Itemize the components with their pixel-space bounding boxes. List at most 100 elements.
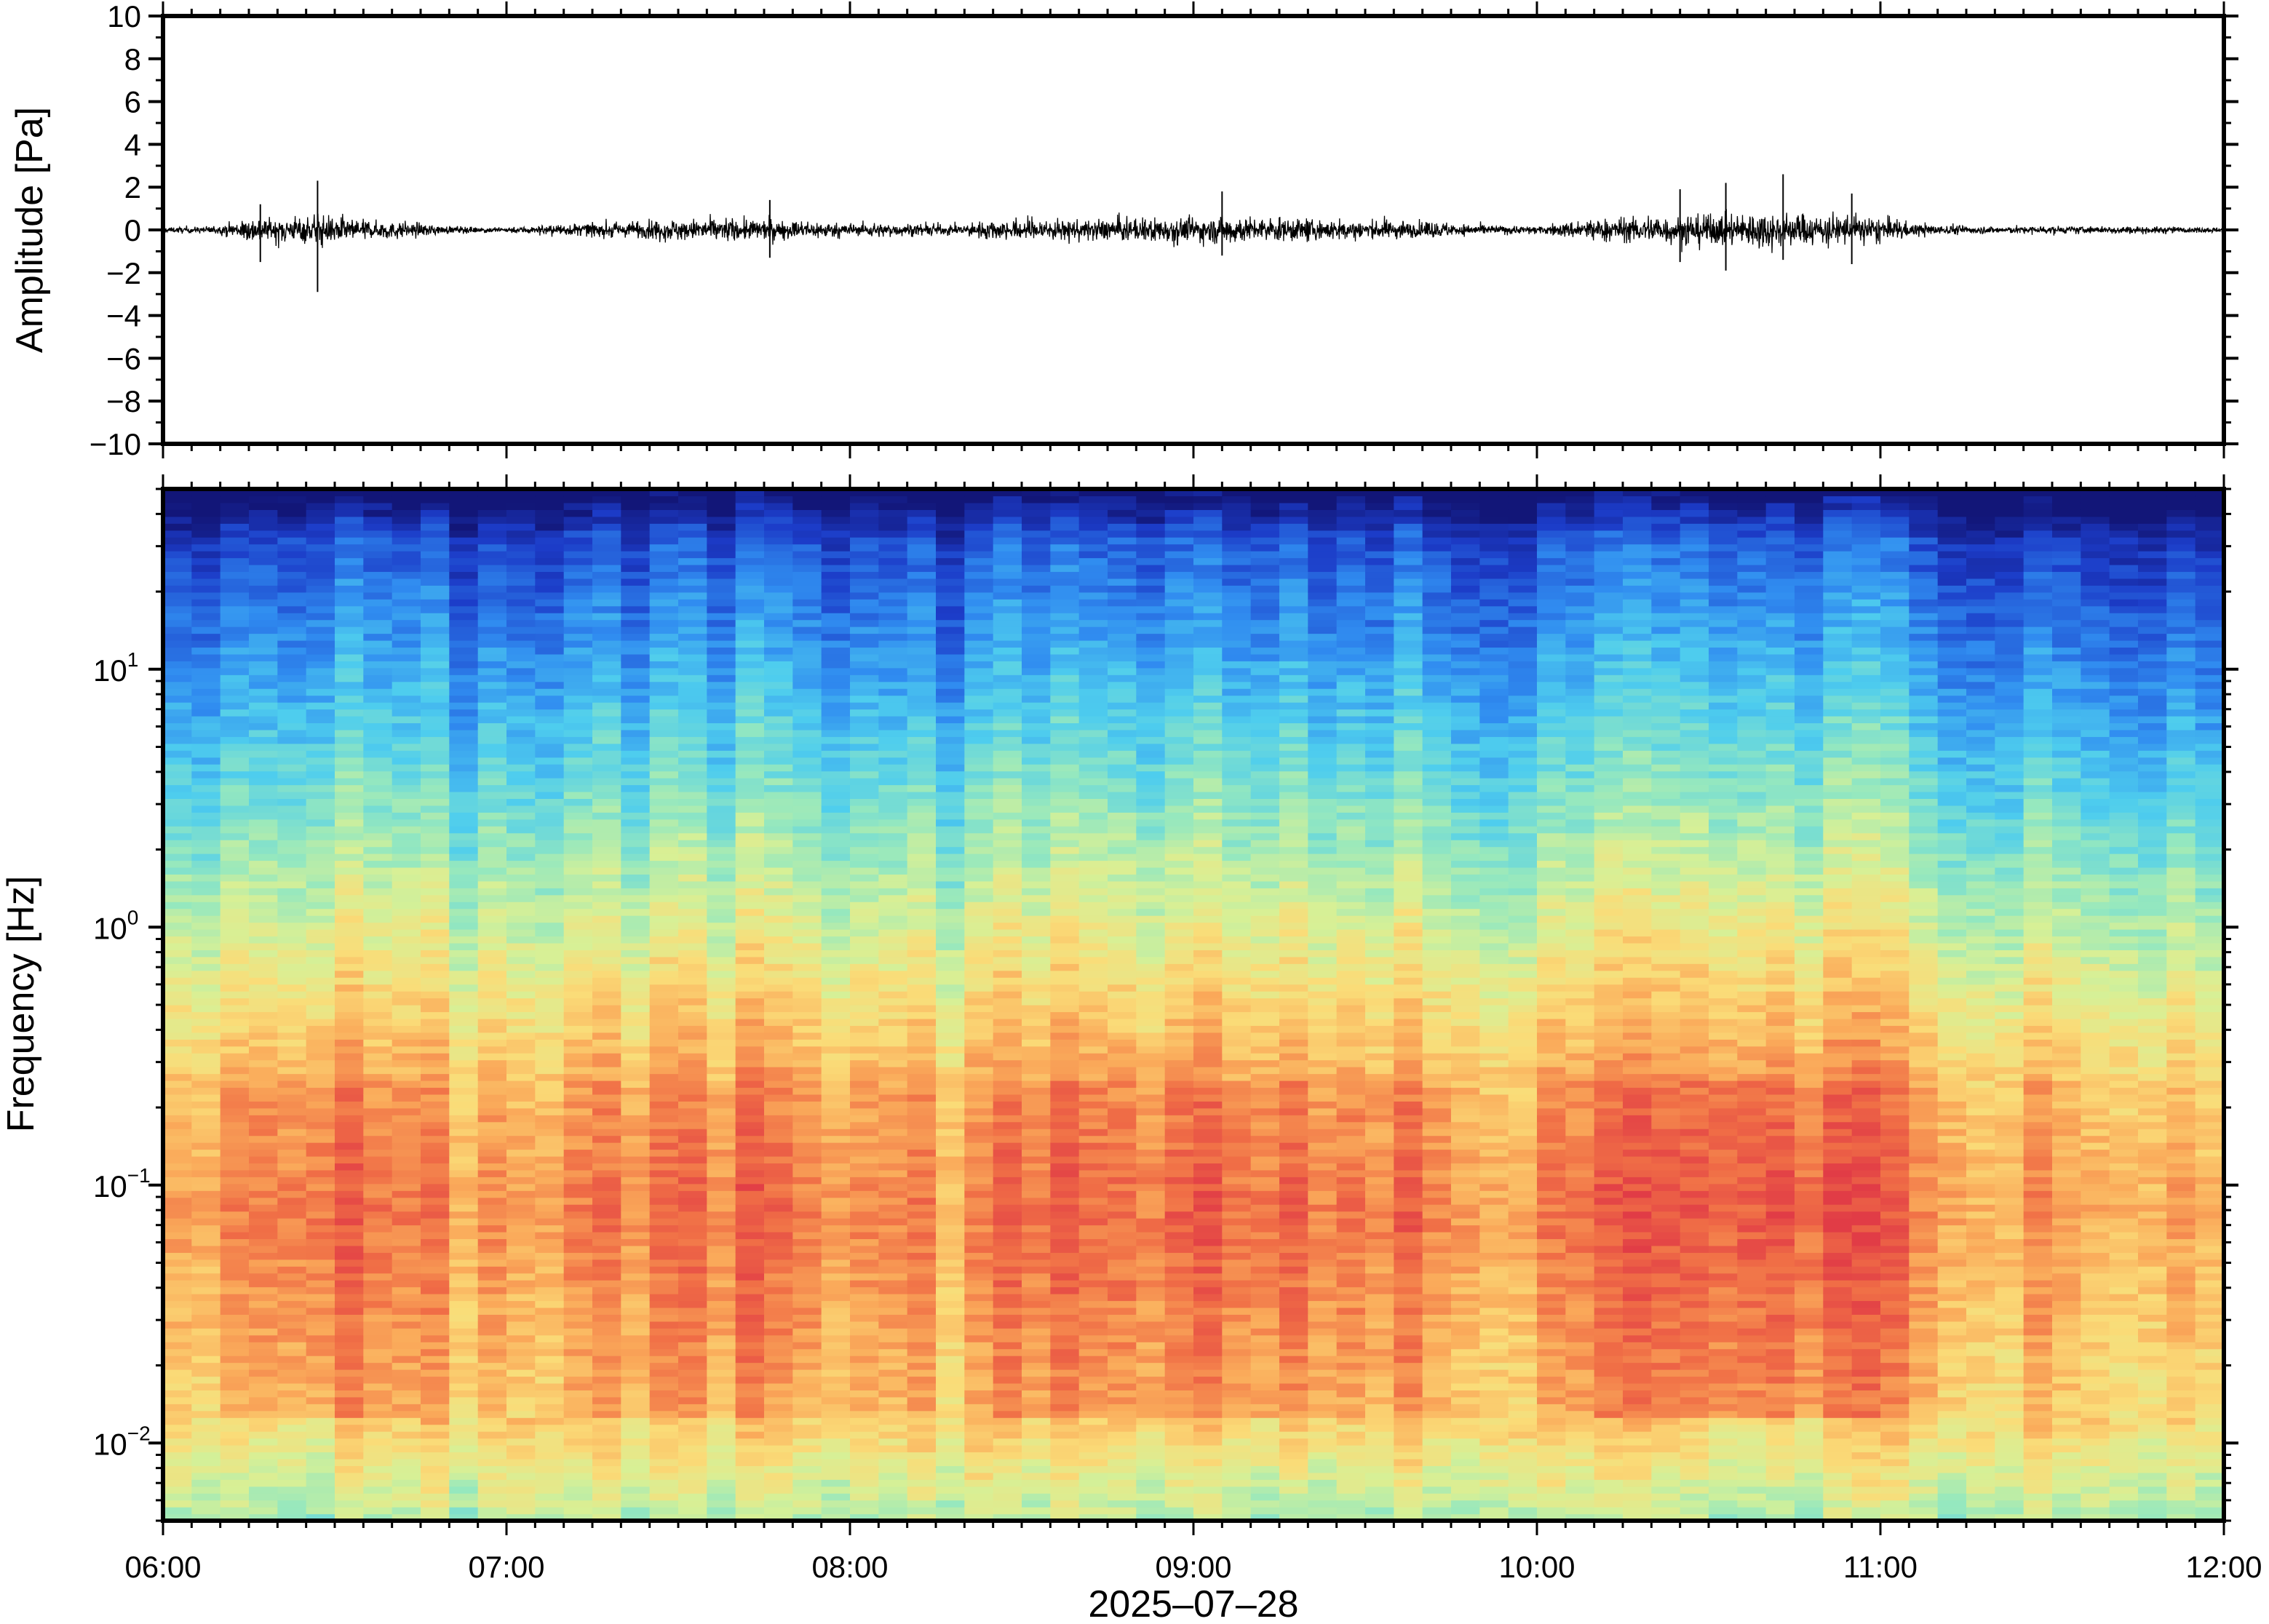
spectrogram-cell bbox=[249, 661, 278, 669]
spectrogram-cell bbox=[936, 667, 965, 675]
spectrogram-cell bbox=[850, 1197, 879, 1205]
spectrogram-cell bbox=[535, 1300, 565, 1308]
spectrogram-cell bbox=[821, 840, 851, 848]
spectrogram-cell bbox=[649, 991, 679, 999]
spectrogram-cell bbox=[878, 495, 908, 503]
spectrogram-cell bbox=[220, 1053, 250, 1061]
spectrogram-cell bbox=[220, 537, 250, 545]
spectrogram-cell bbox=[964, 1204, 994, 1212]
spectrogram-cell bbox=[993, 523, 1022, 531]
spectrogram-cell bbox=[392, 551, 421, 559]
spectrogram-cell bbox=[1050, 1273, 1080, 1281]
spectrogram-cell bbox=[477, 1121, 507, 1129]
spectrogram-cell bbox=[850, 998, 879, 1006]
spectrogram-cell bbox=[964, 936, 994, 944]
spectrogram-cell bbox=[707, 1348, 736, 1356]
spectrogram-cell bbox=[993, 819, 1022, 827]
spectrogram-cell bbox=[878, 1197, 908, 1205]
spectrogram-cell bbox=[764, 812, 793, 820]
spectrogram-cell bbox=[792, 1169, 822, 1177]
spectrogram-cell bbox=[993, 1273, 1022, 1281]
spectrogram-cell bbox=[363, 1135, 393, 1143]
spectrogram-cell bbox=[592, 1094, 621, 1102]
spectrogram-cell bbox=[363, 1382, 393, 1390]
spectrogram-cell bbox=[964, 1018, 994, 1026]
spectrogram-cell bbox=[277, 537, 307, 545]
spectrogram-cell bbox=[449, 977, 479, 985]
spectrogram-cell bbox=[163, 1231, 192, 1240]
spectrogram-cell bbox=[907, 1005, 937, 1013]
spectrogram-cell bbox=[592, 1067, 621, 1075]
spectrogram-cell bbox=[421, 1252, 450, 1260]
spectrogram-cell bbox=[735, 619, 765, 627]
spectrogram-cell bbox=[735, 778, 765, 786]
spectrogram-cell bbox=[649, 1252, 679, 1260]
spectrogram-cell bbox=[707, 640, 736, 648]
spectrogram-cell bbox=[191, 619, 221, 627]
spectrogram-cell bbox=[277, 633, 307, 641]
spectrogram-cell bbox=[735, 1321, 765, 1329]
spectrogram-cell bbox=[878, 1382, 908, 1390]
spectrogram-cell bbox=[649, 1005, 679, 1013]
spectrogram-cell bbox=[191, 613, 221, 621]
spectrogram-cell bbox=[191, 1356, 221, 1364]
spectrogram-cell bbox=[535, 936, 565, 944]
spectrogram-cell bbox=[850, 1321, 879, 1329]
spectrogram-cell bbox=[306, 1238, 335, 1246]
spectrogram-cell bbox=[878, 530, 908, 538]
spectrogram-cell bbox=[850, 812, 879, 820]
spectrogram-cell bbox=[1050, 1438, 1080, 1446]
spectrogram-cell bbox=[506, 750, 536, 758]
spectrogram-cell bbox=[191, 509, 221, 517]
spectrogram-cell bbox=[535, 571, 565, 579]
spectrogram-cell bbox=[707, 495, 736, 503]
spectrogram-cell bbox=[421, 1197, 450, 1205]
spectrogram-cell bbox=[764, 1486, 793, 1494]
spectrogram-cell bbox=[621, 736, 651, 744]
spectrogram-cell bbox=[306, 1452, 335, 1460]
spectrogram-cell bbox=[878, 1376, 908, 1384]
spectrogram-cell bbox=[707, 908, 736, 916]
spectrogram-cell bbox=[421, 1259, 450, 1267]
spectrogram-cell bbox=[191, 1204, 221, 1212]
spectrogram-cell bbox=[191, 667, 221, 675]
spectrogram-cell bbox=[764, 874, 793, 882]
spectrogram-cell bbox=[163, 619, 192, 627]
spectrogram-cell bbox=[335, 1507, 364, 1515]
spectrogram-cell bbox=[678, 1259, 707, 1267]
spectrogram-cell bbox=[878, 888, 908, 896]
spectrogram-cell bbox=[1022, 571, 1051, 579]
spectrogram-cell bbox=[1022, 640, 1051, 648]
spectrogram-cell bbox=[277, 1493, 307, 1501]
spectrogram-cell bbox=[477, 1177, 507, 1185]
spectrogram-cell bbox=[191, 1094, 221, 1102]
spectrogram-cell bbox=[477, 977, 507, 985]
spectrogram-cell bbox=[907, 688, 937, 696]
spectrogram-cell bbox=[191, 1286, 221, 1294]
spectrogram-cell bbox=[392, 537, 421, 545]
spectrogram-cell bbox=[421, 908, 450, 916]
spectrogram-cell bbox=[764, 860, 793, 868]
spectrogram-cell bbox=[707, 1500, 736, 1508]
spectrogram-cell bbox=[392, 840, 421, 848]
spectrogram-cell bbox=[707, 1390, 736, 1398]
spectrogram-cell bbox=[678, 1204, 707, 1212]
spectrogram-cell bbox=[649, 1356, 679, 1364]
spectrogram-cell bbox=[878, 1438, 908, 1446]
spectrogram-cell bbox=[621, 1266, 651, 1274]
spectrogram-cell bbox=[821, 915, 851, 923]
spectrogram-cell bbox=[936, 1273, 965, 1281]
spectrogram-cell bbox=[964, 729, 994, 737]
spectrogram-cell bbox=[449, 1245, 479, 1253]
spectrogram-cell bbox=[421, 592, 450, 600]
spectrogram-cell bbox=[335, 695, 364, 703]
spectrogram-cell bbox=[821, 929, 851, 937]
spectrogram-cell bbox=[220, 1231, 250, 1240]
spectrogram-cell bbox=[936, 681, 965, 689]
spectrogram-cell bbox=[792, 942, 822, 950]
spectrogram-cell bbox=[678, 667, 707, 675]
spectrogram-cell bbox=[592, 805, 621, 813]
spectrogram-cell bbox=[878, 874, 908, 882]
spectrogram-cell bbox=[421, 1479, 450, 1487]
spectrogram-cell bbox=[1050, 1493, 1080, 1501]
